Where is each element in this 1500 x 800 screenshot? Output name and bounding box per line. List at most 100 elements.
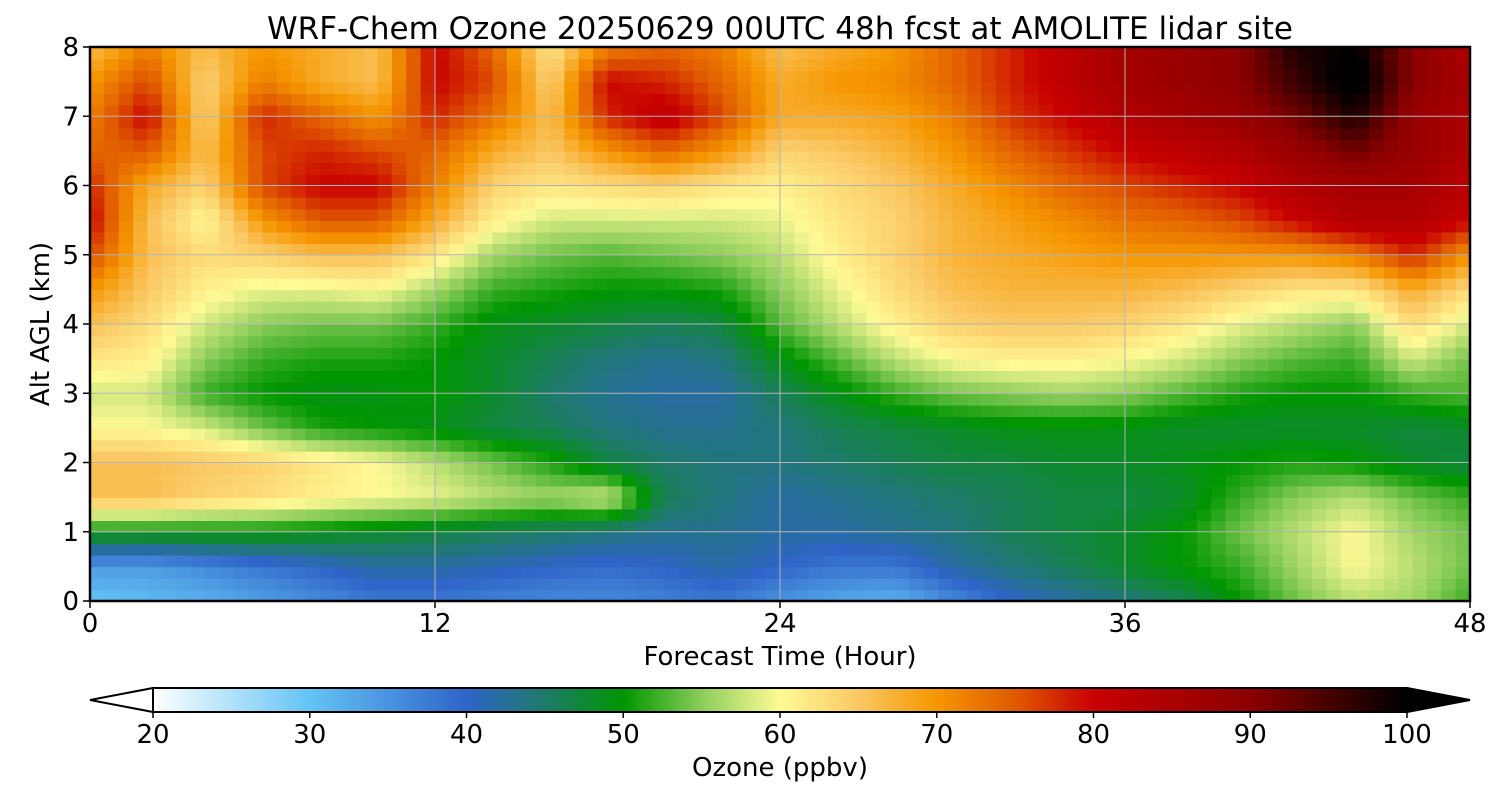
heatmap-cell [808, 404, 824, 418]
heatmap-cell [506, 324, 523, 337]
heatmap-cell [823, 381, 839, 395]
heatmap-cell [650, 220, 666, 233]
heatmap-cell [118, 474, 134, 487]
heatmap-cell [262, 381, 278, 395]
heatmap-cell [736, 300, 753, 314]
heatmap-cell [133, 404, 149, 418]
heatmap-cell [1268, 116, 1284, 129]
heatmap-cell [1125, 450, 1141, 464]
heatmap-cell [1355, 266, 1371, 279]
heatmap-cell [190, 381, 206, 395]
heatmap-cell [535, 462, 551, 475]
heatmap-cell [1455, 116, 1471, 129]
heatmap-cell [535, 577, 551, 591]
heatmap-cell [90, 58, 106, 71]
heatmap-cell [808, 300, 824, 314]
heatmap-cell [420, 381, 436, 395]
heatmap-cell [952, 243, 968, 256]
heatmap-cell [1096, 462, 1112, 475]
heatmap-cell [1297, 58, 1313, 71]
heatmap-cell [722, 381, 738, 395]
heatmap-cell [1096, 266, 1112, 279]
heatmap-cell [205, 81, 221, 94]
heatmap-cell [305, 300, 321, 314]
heatmap-cell [952, 139, 968, 152]
heatmap-cell [650, 589, 666, 602]
heatmap-cell [1398, 566, 1414, 579]
heatmap-cell [248, 266, 264, 279]
heatmap-cell [205, 508, 221, 522]
heatmap-cell [952, 93, 968, 106]
heatmap-cell [851, 47, 868, 60]
heatmap-cell [780, 277, 796, 291]
heatmap-cell [607, 462, 623, 475]
heatmap-cell [981, 185, 997, 198]
heatmap-cell [1340, 173, 1356, 187]
heatmap-cell [1153, 543, 1169, 556]
heatmap-cell [765, 197, 781, 210]
heatmap-cell [823, 577, 839, 591]
heatmap-cell [1340, 370, 1356, 383]
heatmap-cell [1268, 70, 1284, 83]
heatmap-cell [334, 150, 350, 164]
heatmap-cell [104, 358, 120, 371]
heatmap-cell [219, 427, 235, 441]
heatmap-cell [1398, 370, 1414, 383]
heatmap-cell [966, 485, 983, 498]
heatmap-cell [621, 116, 638, 129]
heatmap-cell [952, 208, 968, 221]
heatmap-cell [1455, 47, 1471, 60]
heatmap-cell [751, 47, 767, 60]
heatmap-cell [650, 243, 666, 256]
heatmap-cell [1412, 566, 1428, 579]
heatmap-cell [190, 589, 206, 602]
heatmap-cell [1311, 358, 1328, 371]
heatmap-cell [708, 312, 724, 325]
heatmap-cell [952, 324, 968, 337]
heatmap-cell [276, 47, 293, 60]
heatmap-cell [1398, 347, 1414, 360]
heatmap-cell [765, 543, 781, 556]
heatmap-cell [118, 104, 134, 118]
heatmap-cell [363, 312, 379, 325]
heatmap-cell [104, 277, 120, 291]
heatmap-cell [348, 577, 364, 591]
heatmap-cell [909, 116, 925, 129]
heatmap-cell [1096, 497, 1112, 510]
heatmap-cell [679, 439, 695, 452]
heatmap-cell [535, 589, 551, 602]
heatmap-cell [435, 589, 451, 602]
heatmap-cell [377, 93, 393, 106]
heatmap-cell [521, 404, 537, 418]
heatmap-cell [161, 381, 178, 395]
heatmap-cell [593, 474, 609, 487]
heatmap-cell [837, 231, 853, 245]
heatmap-cell [305, 220, 321, 233]
heatmap-cell [1225, 554, 1241, 568]
heatmap-cell [1340, 393, 1356, 406]
heatmap-cell [1010, 150, 1026, 164]
heatmap-cell [506, 335, 523, 348]
heatmap-cell [1153, 404, 1169, 418]
heatmap-cell [607, 104, 623, 118]
heatmap-cell [1254, 231, 1270, 245]
heatmap-cell [780, 173, 796, 187]
heatmap-cell [1081, 197, 1098, 210]
heatmap-cell [1412, 162, 1428, 175]
heatmap-cell [1038, 393, 1054, 406]
heatmap-cell [895, 462, 911, 475]
heatmap-cell [866, 185, 882, 198]
heatmap-cell [161, 370, 178, 383]
heatmap-cell [693, 531, 709, 545]
heatmap-cell [1182, 150, 1198, 164]
heatmap-cell [1455, 381, 1471, 395]
heatmap-cell [463, 566, 479, 579]
heatmap-cell [966, 427, 983, 441]
heatmap-cell [435, 162, 451, 175]
heatmap-cell [621, 508, 638, 522]
heatmap-cell [118, 427, 134, 441]
heatmap-cell [1096, 554, 1112, 568]
heatmap-cell [1125, 231, 1141, 245]
heatmap-cell [506, 462, 523, 475]
heatmap-cell [607, 127, 623, 141]
